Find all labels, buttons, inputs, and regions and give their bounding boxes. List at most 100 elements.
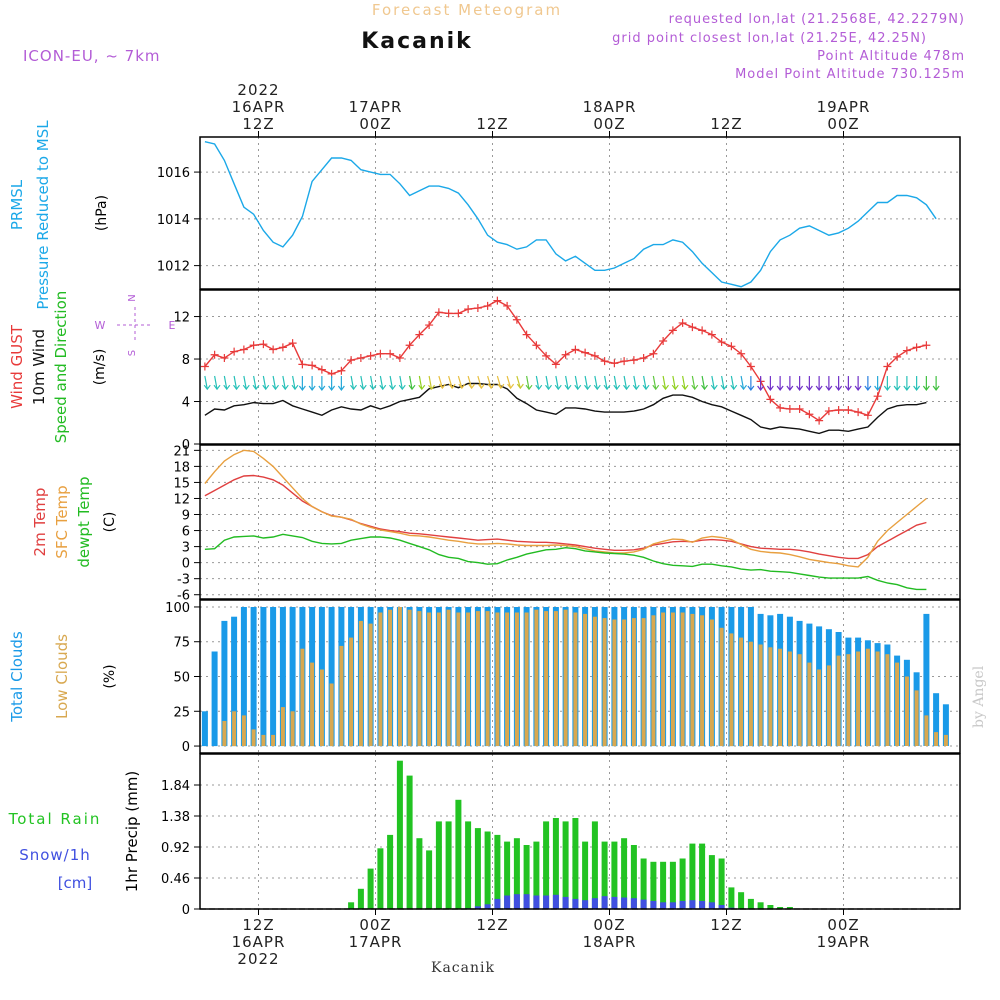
wind-arrow-head [516, 383, 524, 390]
snow-bar [484, 904, 491, 909]
wind-arrow [594, 375, 598, 390]
ytick-label: 100 [165, 601, 190, 616]
wind-arrow-head [747, 385, 755, 392]
rain-bar [689, 843, 696, 909]
total_cloud-bar [270, 607, 277, 747]
wind-arrow-head [487, 383, 495, 390]
snow-bar [572, 898, 579, 909]
total_cloud-bar [231, 616, 238, 747]
bottom-time-label: 12Z [476, 916, 508, 934]
gust-marker [249, 341, 258, 350]
low_cloud-bar [427, 612, 432, 746]
ytick-label: 12 [173, 492, 190, 507]
low_cloud-bar [865, 648, 870, 747]
bottom-time-label: 12Z [242, 916, 274, 934]
low_cloud-bar [358, 620, 363, 747]
wind-arrow-head [652, 384, 660, 391]
wind-arrow-head [864, 385, 872, 392]
low_cloud-bar [934, 732, 939, 746]
ytick-label: 12 [173, 311, 190, 326]
wind-arrow [487, 375, 492, 389]
gust-marker [210, 350, 219, 359]
rain-bar [474, 828, 481, 909]
low_cloud-bar [778, 648, 783, 747]
gust-marker [707, 330, 716, 339]
ytick-label: -6 [177, 589, 190, 604]
wind-arrow-head [786, 385, 794, 392]
wind-arrow-head [883, 385, 891, 392]
wind-arrow-head [844, 385, 852, 392]
low_cloud-bar [768, 647, 773, 747]
gust-marker [678, 318, 687, 327]
ytick-label: 1.84 [161, 779, 190, 794]
wind-arrow-head [893, 385, 901, 392]
snow-bar [582, 900, 589, 909]
gust-marker [278, 343, 287, 352]
low_cloud-bar [719, 627, 724, 746]
gust-marker [620, 357, 629, 366]
low_cloud-bar [817, 669, 822, 746]
ylabel-wind: Speed and Direction [52, 291, 70, 444]
low_cloud-bar [787, 651, 792, 747]
ytick-label: 1012 [157, 260, 190, 275]
gust-marker [405, 341, 414, 350]
ytick-label: 1016 [157, 166, 190, 181]
ylabel-pressure: Pressure Reduced to MSL [34, 120, 52, 310]
wind-arrow-head [350, 384, 357, 391]
wind-arrow [350, 375, 355, 390]
wind-arrow-head [468, 383, 476, 390]
gust-marker [561, 350, 570, 359]
low_cloud-bar [261, 734, 266, 746]
gust-marker [551, 360, 560, 369]
wind-arrow-head [603, 384, 611, 391]
ylabel-temp: SFC Temp [53, 485, 71, 558]
top-time-label: 19APR [817, 98, 871, 116]
low_cloud-bar [534, 609, 539, 746]
ylabel-temp: dewpt Temp [75, 476, 93, 567]
low_cloud-bar [544, 611, 549, 746]
wind-arrow-head [223, 384, 231, 391]
ylabel-pressure: PRMSL [8, 179, 26, 230]
low_cloud-bar [505, 612, 510, 746]
rain-bar [738, 892, 745, 909]
wind-arrow-head [408, 384, 416, 391]
ylabel-temp: 2m Temp [31, 488, 49, 557]
snow-bar [640, 899, 647, 909]
wind-arrow-head [835, 385, 843, 392]
series-pressure-line [204, 141, 937, 288]
wind-arrow [604, 375, 608, 390]
grid-coords: grid point closest lon,lat (21.25E, 42.2… [612, 31, 927, 46]
rain-bar [669, 861, 676, 909]
bottom-time-label: 19APR [817, 933, 871, 951]
ylabel-wind: Wind GUST [8, 324, 26, 409]
gust-marker [298, 360, 307, 369]
low_cloud-bar [456, 612, 461, 746]
wind-arrow [477, 375, 482, 389]
watermark: by Angel [971, 665, 987, 728]
rain-bar [650, 861, 657, 909]
gust-marker [464, 305, 473, 314]
panel-clouds [194, 599, 961, 754]
total_cloud-bar [923, 613, 930, 746]
rain-bar [426, 850, 433, 909]
series-sfc-line [204, 449, 927, 568]
low_cloud-bar [553, 611, 558, 746]
gust-marker [473, 304, 482, 313]
wind-arrow [740, 375, 745, 390]
wind-arrow-head [525, 384, 533, 391]
top-time-label: 2022 [237, 81, 279, 99]
series-dew-line [204, 533, 927, 591]
snow-bar [650, 900, 657, 909]
wind-arrow-head [710, 384, 718, 391]
rain-bar [621, 838, 628, 909]
wind-arrow-head [613, 384, 621, 391]
gust-marker [893, 352, 902, 361]
rain-bar [640, 858, 647, 909]
wind-arrow-head [308, 385, 316, 392]
gust-marker [659, 336, 668, 345]
snow-bar [494, 898, 501, 909]
gust-marker [386, 349, 395, 358]
rain-bar [699, 843, 706, 909]
bottom-time-label: 2022 [237, 950, 279, 968]
gust-marker [727, 342, 736, 351]
